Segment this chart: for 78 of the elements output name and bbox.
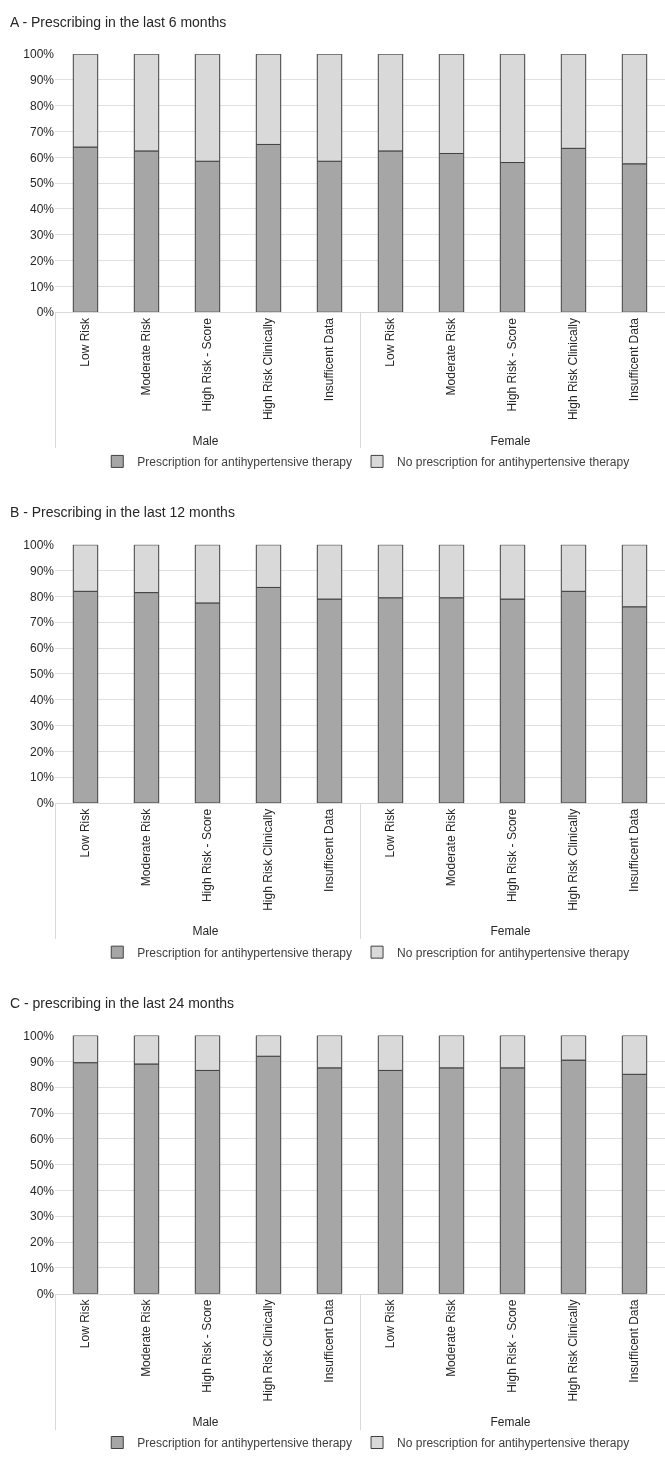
y-tick-label: 90% bbox=[29, 1054, 55, 1069]
y-tick-label: 40% bbox=[29, 1183, 55, 1198]
chart-title: B - Prescribing in the last 12 months bbox=[10, 504, 235, 520]
y-tick-label: 30% bbox=[29, 718, 55, 733]
y-tick-label: 0% bbox=[36, 1286, 55, 1301]
x-tick-label: Moderate Risk bbox=[139, 317, 154, 396]
text: Female bbox=[490, 433, 531, 448]
y-tick-label: 20% bbox=[29, 253, 55, 268]
y-tick-label: 20% bbox=[29, 1235, 55, 1250]
text: Male bbox=[192, 924, 219, 939]
y-tick-label: 30% bbox=[29, 1209, 55, 1224]
x-tick-label: Low Risk bbox=[383, 1298, 398, 1349]
y-tick-label: 60% bbox=[29, 150, 55, 165]
x-tick-label: Moderate Risk bbox=[444, 317, 459, 396]
text: Male bbox=[192, 1415, 219, 1430]
x-tick-label: High Risk Clinically bbox=[566, 318, 581, 421]
x-tick-label: Low Risk bbox=[78, 807, 93, 858]
x-tick-label: Insufficent Data bbox=[627, 808, 642, 892]
x-tick-label: High Risk Clinically bbox=[261, 808, 276, 911]
y-tick-label: 100% bbox=[23, 538, 55, 553]
legend-label: No prescription for antihypertensive therapy bbox=[397, 1436, 630, 1451]
y-tick-label: 30% bbox=[29, 228, 55, 242]
y-tick-label: 10% bbox=[29, 770, 55, 785]
chart-title: C - prescribing in the last 24 months bbox=[10, 995, 235, 1011]
x-tick-label: Low Risk bbox=[78, 1298, 93, 1349]
x-tick-label: Moderate Risk bbox=[139, 1298, 154, 1377]
y-tick-label: 80% bbox=[29, 1080, 55, 1095]
y-tick-label: 70% bbox=[29, 1106, 55, 1121]
text: Female bbox=[490, 924, 531, 939]
text: Male bbox=[192, 433, 219, 448]
legend-label: Prescription for antihypertensive therapy bbox=[137, 945, 353, 960]
x-tick-label: High Risk - Score bbox=[505, 317, 520, 412]
y-tick-label: 60% bbox=[29, 641, 55, 656]
y-tick-label: 40% bbox=[29, 202, 55, 217]
y-tick-label: 0% bbox=[36, 305, 55, 320]
y-tick-label: 50% bbox=[29, 667, 55, 682]
chart-title: A - Prescribing in the last 6 months bbox=[10, 14, 227, 30]
y-tick-label: 10% bbox=[29, 279, 55, 294]
x-tick-label: Moderate Risk bbox=[444, 1298, 459, 1377]
legend-label: No prescription for antihypertensive therapy bbox=[397, 455, 630, 470]
legend-label: No prescription for antihypertensive therapy bbox=[397, 945, 630, 960]
text: Female bbox=[490, 1415, 531, 1430]
y-tick-label: 0% bbox=[36, 796, 55, 811]
y-tick-label: 90% bbox=[29, 563, 55, 578]
y-tick-label: 70% bbox=[29, 124, 55, 139]
x-tick-label: High Risk - Score bbox=[200, 808, 215, 903]
y-tick-label: 20% bbox=[29, 744, 55, 759]
x-tick-label: High Risk - Score bbox=[200, 1299, 215, 1393]
x-tick-label: High Risk Clinically bbox=[566, 808, 581, 911]
x-tick-label: High Risk - Score bbox=[505, 808, 520, 903]
x-tick-label: Low Risk bbox=[383, 807, 398, 858]
y-tick-label: 90% bbox=[29, 73, 55, 88]
x-tick-label: Insufficent Data bbox=[322, 317, 337, 402]
y-tick-label: 50% bbox=[29, 176, 55, 191]
x-tick-label: High Risk - Score bbox=[505, 1299, 520, 1393]
x-tick-label: Moderate Risk bbox=[139, 807, 154, 887]
x-tick-label: Insufficent Data bbox=[627, 1299, 642, 1383]
x-tick-label: High Risk Clinically bbox=[566, 1299, 581, 1402]
x-tick-label: High Risk Clinically bbox=[261, 1299, 276, 1402]
y-tick-label: 100% bbox=[23, 47, 55, 62]
y-tick-label: 100% bbox=[23, 1028, 55, 1043]
x-tick-label: Insufficent Data bbox=[627, 317, 642, 402]
y-tick-label: 10% bbox=[29, 1261, 55, 1276]
x-tick-label: Moderate Risk bbox=[444, 807, 459, 887]
x-tick-label: High Risk - Score bbox=[200, 317, 215, 412]
x-tick-label: Insufficent Data bbox=[322, 1299, 337, 1383]
x-tick-label: High Risk Clinically bbox=[261, 318, 276, 421]
y-tick-label: 40% bbox=[29, 692, 55, 707]
y-tick-label: 70% bbox=[29, 615, 55, 630]
y-tick-label: 80% bbox=[29, 98, 55, 113]
y-tick-label: 80% bbox=[29, 589, 55, 604]
legend-label: Prescription for antihypertensive therapy bbox=[137, 1436, 353, 1451]
y-tick-label: 50% bbox=[29, 1157, 55, 1172]
y-tick-label: 60% bbox=[29, 1132, 55, 1147]
x-tick-label: Low Risk bbox=[383, 317, 398, 367]
legend-label: Prescription for antihypertensive therapy bbox=[137, 455, 353, 470]
x-tick-label: Insufficent Data bbox=[322, 808, 337, 892]
x-tick-label: Low Risk bbox=[78, 317, 93, 367]
